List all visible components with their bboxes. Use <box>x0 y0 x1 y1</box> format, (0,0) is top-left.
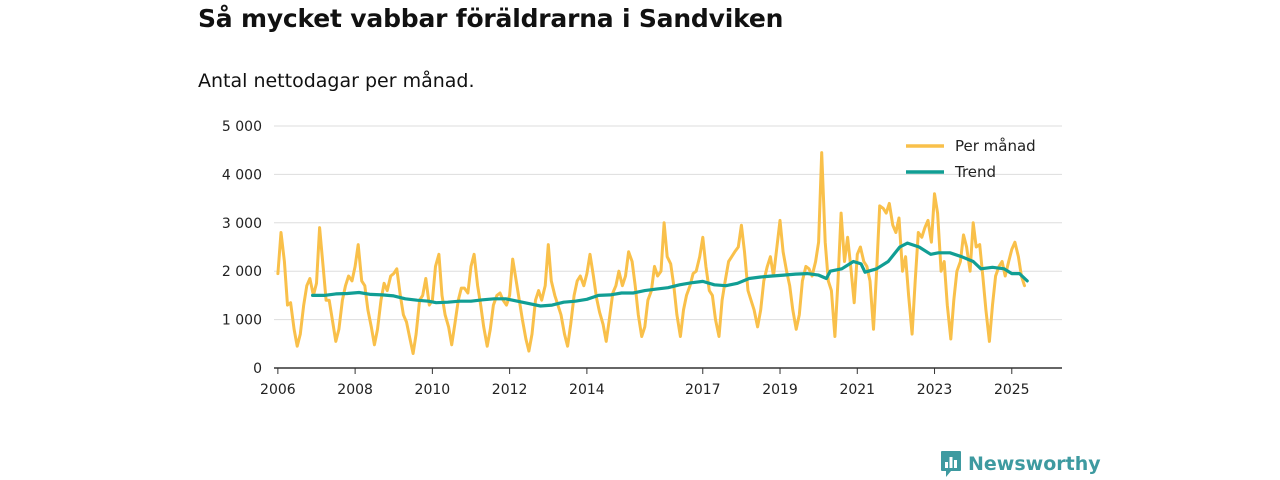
x-tick-label: 2025 <box>994 382 1030 398</box>
y-tick-label: 1 000 <box>222 313 262 329</box>
x-tick-label: 2006 <box>260 382 296 398</box>
y-tick-label: 5 000 <box>222 119 262 135</box>
series-line-trend <box>311 241 1029 308</box>
chart-title: Så mycket vabbar föräldrarna i Sandviken <box>198 4 784 33</box>
newsworthy-logo-icon <box>941 451 961 477</box>
series-line-per-manad <box>276 151 1026 355</box>
y-axis: 0 1 000 2 000 3 000 4 000 5 000 <box>222 119 262 377</box>
x-tick-label: 2012 <box>492 382 528 398</box>
y-tick-label: 0 <box>253 361 262 377</box>
chart-subtitle: Antal nettodagar per månad. <box>198 70 475 92</box>
legend-label: Per månad <box>955 137 1036 155</box>
y-tick-label: 4 000 <box>222 167 262 183</box>
x-tick-label: 2021 <box>839 382 875 398</box>
grid-layer <box>274 125 1062 321</box>
x-tick-label: 2019 <box>762 382 798 398</box>
x-tick-label: 2023 <box>917 382 953 398</box>
legend-label: Trend <box>954 163 996 181</box>
y-tick-label: 3 000 <box>222 216 262 232</box>
x-tick-label: 2010 <box>415 382 451 398</box>
x-tick-label: 2017 <box>685 382 721 398</box>
brand-logo[interactable]: Newsworthy <box>940 450 1101 478</box>
y-tick-label: 2 000 <box>222 264 262 280</box>
brand-name: Newsworthy <box>968 453 1101 475</box>
series-layer <box>276 151 1029 355</box>
legend: Per månad Trend <box>906 137 1036 181</box>
x-axis: 2006 2008 2010 2012 2014 2017 2019 2021 2023 2025 <box>260 367 1062 398</box>
x-tick-label: 2014 <box>569 382 605 398</box>
x-tick-label: 2008 <box>337 382 373 398</box>
